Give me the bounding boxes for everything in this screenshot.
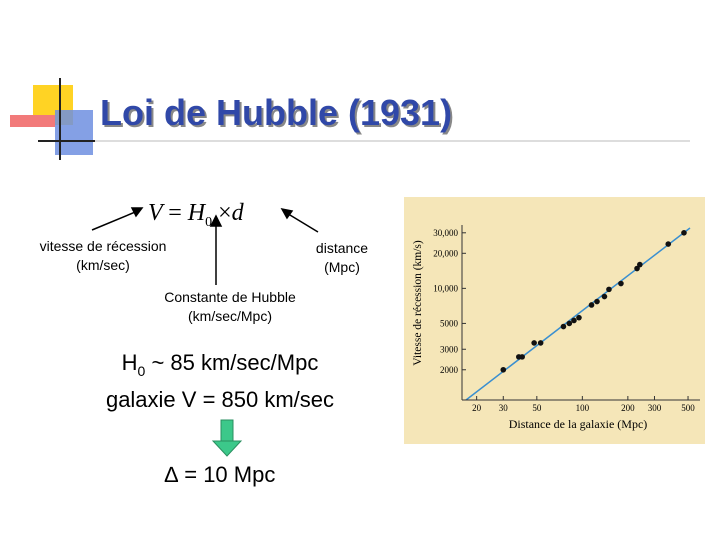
line1-rest: ~ 85 km/sec/Mpc (145, 350, 318, 375)
y-tick-label: 3000 (440, 344, 459, 354)
point (519, 354, 525, 360)
y-tick-label: 10,000 (433, 283, 458, 293)
line1: H0 ~ 85 km/sec/Mpc (122, 350, 319, 379)
eq-eq: = (168, 200, 182, 226)
label-velocity-unit: (km/sec) (76, 257, 130, 273)
title-shadow: Loi de Hubble (1931) (102, 94, 454, 135)
point (594, 298, 600, 305)
chart: Vitesse de récession (km/s) Distance de … (404, 197, 705, 444)
x-axis-title: Distance de la galaxie (Mpc) (509, 417, 648, 431)
x-tick-label: 20 (472, 403, 482, 413)
equation: V = H0 ×d (148, 200, 245, 232)
point (637, 261, 643, 268)
eq-times: × (218, 200, 232, 226)
point (560, 323, 567, 330)
point (537, 340, 544, 346)
down-arrow (211, 419, 243, 457)
point (588, 302, 595, 308)
y-tick-label: 5000 (440, 318, 459, 328)
point (500, 366, 507, 373)
point (576, 314, 582, 321)
point (601, 293, 608, 300)
label-distance-unit: (Mpc) (324, 259, 360, 275)
y-axis-title: Vitesse de récession (km/s) (412, 240, 424, 366)
label-constant: Constante de Hubble (164, 289, 296, 305)
label-constant-unit: (km/sec/Mpc) (188, 308, 272, 324)
y-tick-label: 30,000 (433, 228, 458, 238)
line2: galaxie V = 850 km/sec (106, 387, 334, 412)
title: Loi de Hubble (1931) (100, 92, 452, 133)
arrows (91, 207, 319, 285)
label-distance: distance (316, 240, 368, 256)
x-tick-label: 300 (648, 403, 662, 413)
line1-h: H (122, 350, 138, 375)
deco-red (10, 115, 55, 127)
x-tick-label: 500 (681, 403, 695, 413)
y-tick-label: 2000 (440, 365, 459, 375)
x-tick-label: 200 (621, 403, 635, 413)
point (681, 229, 687, 236)
point (634, 265, 640, 272)
point (665, 241, 672, 247)
deco-blue (55, 110, 93, 155)
x-tick-label: 100 (576, 403, 590, 413)
point (571, 317, 577, 324)
x-tick-label: 30 (499, 403, 509, 413)
eq-d: d (232, 200, 245, 226)
eq-h: H (187, 200, 207, 226)
chart-background (404, 197, 705, 444)
eq-v: V (148, 200, 165, 226)
label-velocity: vitesse de récession (40, 238, 167, 254)
point (618, 280, 624, 287)
y-tick-label: 20,000 (433, 248, 458, 258)
point (606, 286, 612, 293)
eq-sub: 0 (205, 215, 212, 230)
point (531, 340, 537, 346)
line1-sub: 0 (138, 363, 146, 379)
line3: ∆ = 10 Mpc (165, 462, 276, 487)
point (566, 320, 573, 327)
x-tick-label: 50 (532, 403, 542, 413)
